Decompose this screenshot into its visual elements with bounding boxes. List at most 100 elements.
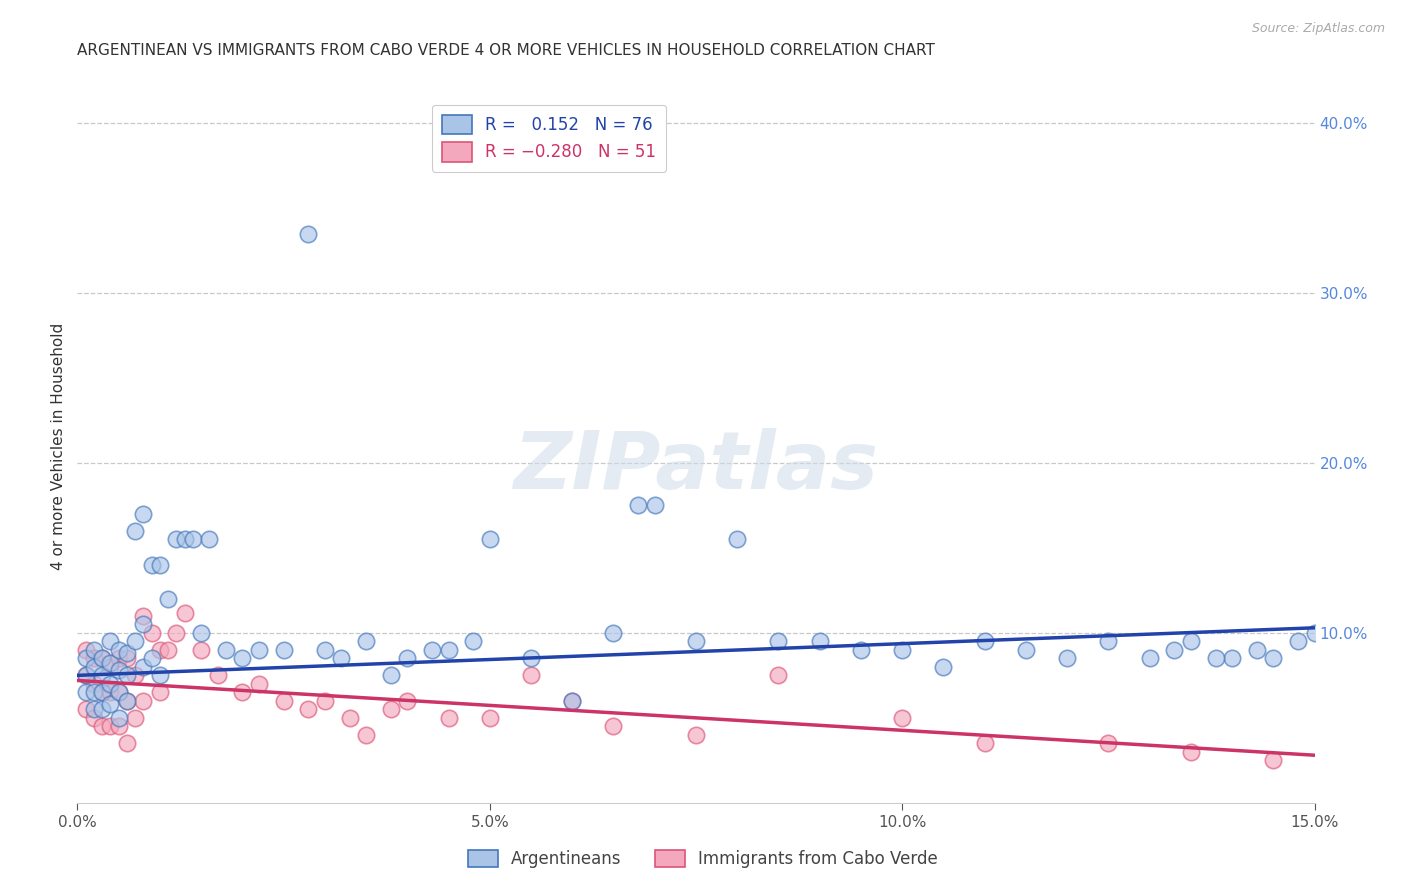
Point bbox=[215, 643, 238, 657]
Point bbox=[107, 643, 129, 657]
Point bbox=[83, 711, 105, 725]
Point bbox=[314, 694, 336, 708]
Point bbox=[115, 651, 138, 665]
Point bbox=[685, 634, 707, 648]
Point bbox=[685, 728, 707, 742]
Point bbox=[463, 634, 485, 648]
Point bbox=[396, 694, 419, 708]
Point bbox=[115, 736, 138, 750]
Text: Source: ZipAtlas.com: Source: ZipAtlas.com bbox=[1251, 22, 1385, 36]
Point bbox=[173, 606, 195, 620]
Point bbox=[115, 646, 138, 660]
Point bbox=[247, 643, 270, 657]
Point bbox=[297, 702, 319, 716]
Point bbox=[932, 660, 955, 674]
Point bbox=[141, 651, 163, 665]
Point bbox=[1015, 643, 1038, 657]
Point bbox=[273, 643, 295, 657]
Point bbox=[354, 634, 377, 648]
Point bbox=[107, 663, 129, 677]
Point bbox=[98, 657, 121, 671]
Point bbox=[1180, 634, 1202, 648]
Point bbox=[1286, 634, 1309, 648]
Point bbox=[98, 660, 121, 674]
Point bbox=[1205, 651, 1227, 665]
Point bbox=[83, 685, 105, 699]
Point bbox=[891, 711, 914, 725]
Point bbox=[149, 643, 172, 657]
Point bbox=[520, 668, 543, 682]
Point bbox=[891, 643, 914, 657]
Point bbox=[644, 499, 666, 513]
Point bbox=[437, 711, 460, 725]
Point bbox=[107, 719, 129, 733]
Point bbox=[83, 702, 105, 716]
Text: ZIPatlas: ZIPatlas bbox=[513, 428, 879, 507]
Point bbox=[91, 651, 114, 665]
Point bbox=[115, 694, 138, 708]
Point bbox=[314, 643, 336, 657]
Point bbox=[231, 651, 253, 665]
Point bbox=[627, 499, 650, 513]
Point bbox=[157, 591, 180, 606]
Point bbox=[1056, 651, 1078, 665]
Text: ARGENTINEAN VS IMMIGRANTS FROM CABO VERDE 4 OR MORE VEHICLES IN HOUSEHOLD CORREL: ARGENTINEAN VS IMMIGRANTS FROM CABO VERD… bbox=[77, 43, 935, 58]
Point bbox=[181, 533, 204, 547]
Point bbox=[247, 677, 270, 691]
Point bbox=[107, 711, 129, 725]
Point bbox=[561, 694, 583, 708]
Point bbox=[165, 626, 187, 640]
Point bbox=[1139, 651, 1161, 665]
Point bbox=[141, 558, 163, 572]
Point bbox=[478, 711, 501, 725]
Point bbox=[297, 227, 319, 241]
Point bbox=[132, 660, 155, 674]
Point bbox=[330, 651, 353, 665]
Point bbox=[115, 668, 138, 682]
Point bbox=[1097, 634, 1119, 648]
Point bbox=[107, 651, 129, 665]
Point bbox=[75, 651, 97, 665]
Point bbox=[124, 711, 146, 725]
Point bbox=[207, 668, 229, 682]
Point bbox=[1263, 753, 1285, 767]
Point bbox=[396, 651, 419, 665]
Point bbox=[75, 668, 97, 682]
Point bbox=[91, 668, 114, 682]
Point bbox=[83, 651, 105, 665]
Point bbox=[973, 634, 995, 648]
Point bbox=[768, 668, 790, 682]
Point bbox=[115, 694, 138, 708]
Point bbox=[107, 685, 129, 699]
Point bbox=[141, 626, 163, 640]
Point bbox=[91, 651, 114, 665]
Point bbox=[190, 643, 212, 657]
Point bbox=[98, 698, 121, 712]
Point bbox=[273, 694, 295, 708]
Point bbox=[380, 702, 402, 716]
Point bbox=[75, 668, 97, 682]
Point bbox=[132, 507, 155, 521]
Point bbox=[520, 651, 543, 665]
Point bbox=[1220, 651, 1243, 665]
Point bbox=[561, 694, 583, 708]
Point bbox=[83, 677, 105, 691]
Point bbox=[149, 558, 172, 572]
Point bbox=[602, 626, 624, 640]
Point bbox=[1263, 651, 1285, 665]
Point bbox=[339, 711, 361, 725]
Point bbox=[98, 677, 121, 691]
Point bbox=[83, 643, 105, 657]
Point bbox=[478, 533, 501, 547]
Point bbox=[107, 685, 129, 699]
Point bbox=[1097, 736, 1119, 750]
Point bbox=[437, 643, 460, 657]
Point bbox=[132, 694, 155, 708]
Point bbox=[149, 668, 172, 682]
Point bbox=[1180, 745, 1202, 759]
Point bbox=[132, 608, 155, 623]
Point bbox=[354, 728, 377, 742]
Legend: R =   0.152   N = 76, R = −0.280   N = 51: R = 0.152 N = 76, R = −0.280 N = 51 bbox=[432, 104, 666, 171]
Point bbox=[124, 634, 146, 648]
Point bbox=[165, 533, 187, 547]
